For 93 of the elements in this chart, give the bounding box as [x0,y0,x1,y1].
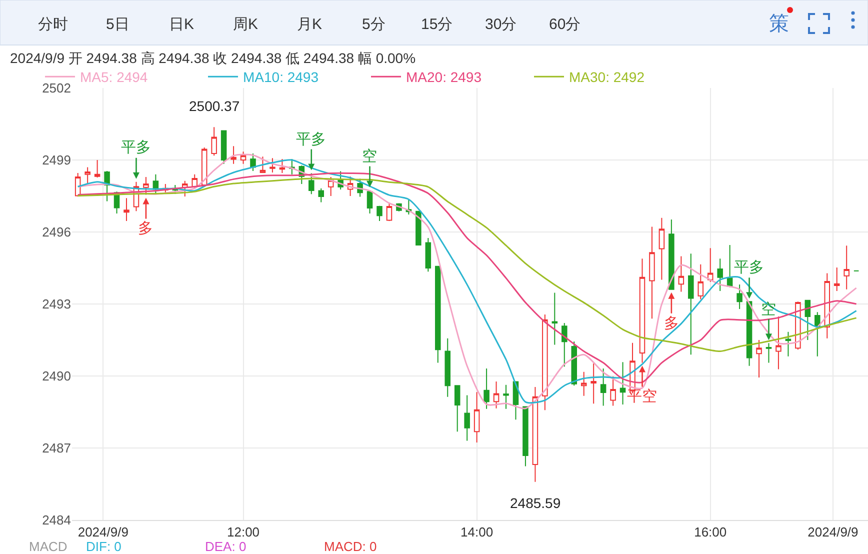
text: MACD: 0 [324,539,377,554]
candlestick [542,314,548,411]
candlestick [484,368,490,410]
text: 月K [297,16,322,33]
text: 15分 [421,16,453,33]
text: 策 [769,13,789,35]
x-tick-label: 12:00 [226,524,260,540]
candlestick [736,284,742,310]
text: 周K [233,16,258,33]
candlestick [600,368,606,406]
legend-label: MA20: 2493 [406,69,482,86]
candlestick [658,217,665,280]
line-series [77,178,858,352]
annotation: 平空 [627,388,657,405]
candlestick [493,381,500,409]
candlestick [814,312,820,357]
y-tick-label: 2487 [42,440,71,456]
text: 日K [169,16,194,33]
candlestick [474,392,480,443]
text: DEA: 0 [205,539,246,554]
candlestick [580,371,587,396]
text: MACD [29,539,68,554]
candlestick [620,362,626,406]
annotation: 多 [138,220,153,237]
candlestick [386,202,392,222]
candlestick [726,244,733,287]
y-tick-label: 2496 [42,224,71,240]
x-tick-label: 2024/9/9 [808,524,858,540]
candlestick [717,258,723,292]
candlestick [562,322,568,368]
y-tick-label: 2499 [42,152,71,168]
text: 分时 [38,16,68,33]
y-tick-label: 2502 [42,80,71,96]
candlestick [610,376,616,406]
text: 30分 [485,16,517,33]
annotation: 空 [362,148,377,165]
candlestick [678,256,684,292]
candlestick [844,245,850,290]
candlestick [707,248,714,282]
candlestick [503,384,509,410]
candlestick [698,264,704,300]
annotation: 2500.37 [189,98,240,114]
annotation: 平多 [734,259,764,276]
candlestick [522,406,528,467]
y-tick-label: 2493 [42,296,71,312]
candlestick [94,160,100,178]
candlestick [776,316,782,370]
candlestick [220,130,227,164]
candlestick [785,331,792,357]
text: 5日 [106,16,130,33]
candlestick [649,226,655,320]
y-tick-label: 2490 [42,368,71,384]
candlestick [425,238,432,272]
candlestick [260,156,266,173]
candlestick [270,158,276,173]
candlestick [571,340,578,386]
annotation: 2485.59 [510,495,561,511]
candlestick [230,146,236,164]
candlestick [376,205,382,222]
annotation: 平多 [296,131,326,148]
x-tick-label: 2024/9/9 [78,524,128,540]
legend-label: MA30: 2492 [569,69,645,86]
candlestick [318,188,324,203]
annotation: 多 [664,315,679,332]
x-tick-label: 14:00 [460,524,494,540]
candlestick [454,385,460,432]
candlestick [240,151,246,164]
legend-label: MA5: 2494 [80,69,148,86]
legend-label: MA10: 2493 [243,69,319,86]
candlestick [435,266,441,364]
candlestick [416,210,422,246]
candlestick [756,340,762,378]
candlestick [211,126,217,156]
annotation: 空 [761,301,776,318]
chart-subtitle: 2024/9/9 开 2494.38 高 2494.38 收 2494.38 低 2494.38 幅 0.00% [10,50,416,66]
annotation: 平多 [121,139,151,156]
candlestick [124,198,130,222]
candlestick [444,338,450,398]
candlestick [552,292,558,346]
candlestick [464,394,470,442]
candlestick [688,253,694,356]
x-tick-label: 16:00 [694,524,727,540]
candlestick [834,267,840,292]
candlestick [250,153,256,172]
y-tick-label: 2484 [42,512,71,528]
candlestick [804,300,811,340]
text: 60分 [549,16,581,33]
candlestick [279,158,286,174]
candlestick [532,386,538,482]
text: DIF: 0 [86,539,122,554]
text: 5分 [362,16,386,33]
candlestick [590,363,596,404]
candlestick [84,166,90,184]
